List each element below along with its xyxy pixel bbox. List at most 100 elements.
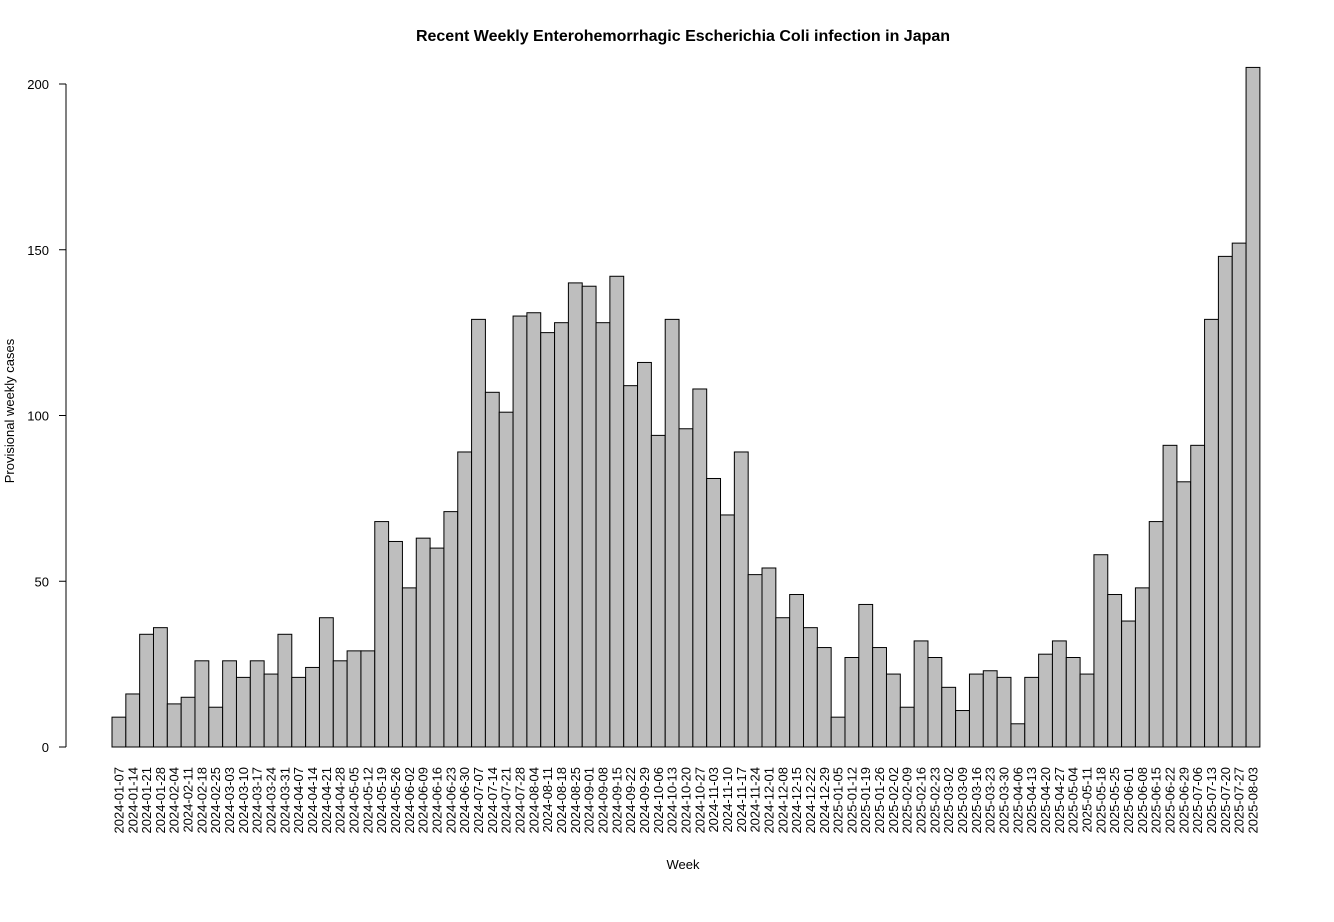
bar: [1134, 587, 1150, 748]
x-tick-label: 2024-01-28: [153, 767, 168, 834]
bar: [346, 650, 362, 748]
bar: [1038, 653, 1053, 748]
bar: [858, 603, 874, 748]
x-tick-label: 2024-01-07: [111, 767, 126, 834]
bar: [595, 322, 611, 748]
y-axis: 0 50 100 150 200: [27, 77, 67, 755]
bar: [360, 650, 376, 748]
x-tick-label: 2024-10-06: [651, 767, 666, 834]
bar: [982, 670, 998, 748]
bar: [498, 411, 514, 748]
x-axis-label: Week: [667, 857, 700, 872]
x-tick-label: 2024-06-09: [416, 767, 431, 834]
x-tick-label: 2025-07-20: [1218, 767, 1233, 834]
x-tick-label: 2024-03-24: [264, 767, 279, 834]
bar: [816, 647, 832, 748]
bar: [1231, 242, 1247, 748]
x-tick-label: 2025-02-02: [886, 767, 901, 834]
x-tick-label: 2024-01-14: [125, 767, 140, 834]
x-tick-label: 2024-07-14: [485, 767, 500, 834]
x-tick-label: 2024-03-10: [236, 767, 251, 834]
bar: [374, 521, 390, 748]
bar: [775, 617, 791, 748]
bar: [899, 706, 915, 748]
x-tick-labels-group: 2024-01-072024-01-142024-01-212024-01-28…: [111, 767, 1260, 834]
bar: [567, 282, 583, 748]
bar: [332, 660, 348, 748]
bar: [1245, 66, 1261, 748]
bar: [512, 315, 528, 748]
y-tick-label: 0: [42, 740, 49, 755]
x-tick-label: 2025-05-11: [1080, 767, 1095, 833]
bar: [637, 361, 652, 748]
x-tick-label: 2024-12-01: [761, 767, 776, 834]
x-tick-label: 2024-06-23: [443, 767, 458, 834]
x-tick-label: 2025-03-09: [955, 767, 970, 834]
x-tick-label: 2025-06-15: [1149, 767, 1164, 834]
bar: [830, 716, 846, 748]
x-tick-label: 2024-09-08: [595, 767, 610, 834]
x-tick-label: 2025-03-23: [983, 767, 998, 834]
x-tick-label: 2024-07-07: [471, 767, 486, 834]
bar: [1162, 444, 1178, 748]
bar: [194, 660, 210, 748]
bar: [720, 514, 735, 748]
bar: [1065, 657, 1081, 748]
x-tick-label: 2024-08-25: [568, 767, 583, 834]
x-tick-label: 2024-02-25: [208, 767, 223, 834]
bar: [208, 706, 224, 748]
x-tick-label: 2024-12-29: [817, 767, 832, 834]
bar: [180, 696, 196, 748]
x-tick-label: 2025-04-06: [1010, 767, 1025, 834]
x-tick-label: 2024-06-30: [457, 767, 472, 834]
x-tick-label: 2025-01-19: [858, 767, 873, 834]
x-tick-label: 2024-04-21: [319, 767, 334, 834]
bar: [401, 587, 417, 748]
bar: [291, 676, 307, 748]
bar: [415, 537, 431, 748]
bar: [1093, 554, 1109, 748]
bar: [1190, 444, 1206, 748]
y-tick-label: 200: [27, 77, 49, 92]
bar: [429, 547, 445, 748]
bar: [678, 428, 694, 748]
x-tick-label: 2025-06-08: [1135, 767, 1150, 834]
x-tick-label: 2024-09-22: [623, 767, 638, 834]
x-tick-label: 2024-12-22: [803, 767, 818, 834]
bar: [803, 627, 818, 748]
x-tick-label: 2024-12-15: [789, 767, 804, 834]
x-tick-label: 2024-04-07: [291, 767, 306, 834]
x-tick-label: 2025-04-20: [1038, 767, 1053, 834]
bar: [526, 312, 542, 748]
bar: [1204, 318, 1219, 748]
x-tick-label: 2024-07-28: [512, 767, 527, 834]
x-tick-label: 2025-02-09: [900, 767, 915, 834]
bar: [1051, 640, 1067, 748]
bar: [1121, 620, 1136, 748]
x-tick-label: 2024-10-13: [665, 767, 680, 834]
y-tick-label: 150: [27, 243, 49, 258]
bar: [263, 673, 279, 748]
x-tick-label: 2024-05-26: [388, 767, 403, 834]
bar: [1148, 521, 1164, 748]
bars-group: [111, 66, 1261, 748]
bar: [388, 540, 403, 748]
bar: [111, 716, 127, 748]
x-tick-label: 2024-04-14: [305, 767, 320, 834]
bar: [733, 451, 749, 748]
x-tick-label: 2025-06-22: [1162, 767, 1177, 834]
bar: [443, 511, 459, 748]
bar: [457, 451, 473, 748]
bar: [166, 703, 182, 748]
x-tick-label: 2024-03-17: [250, 767, 265, 834]
bar: [554, 322, 569, 748]
x-tick-label: 2024-09-29: [637, 767, 652, 834]
bar: [540, 332, 556, 748]
chart-title: Recent Weekly Enterohemorrhagic Escheric…: [416, 28, 950, 45]
x-tick-label: 2025-07-13: [1204, 767, 1219, 834]
x-tick-label: 2025-02-16: [914, 767, 929, 834]
bar: [277, 633, 293, 748]
x-tick-label: 2024-05-19: [374, 767, 389, 834]
bar: [968, 673, 984, 748]
bar: [872, 647, 887, 748]
